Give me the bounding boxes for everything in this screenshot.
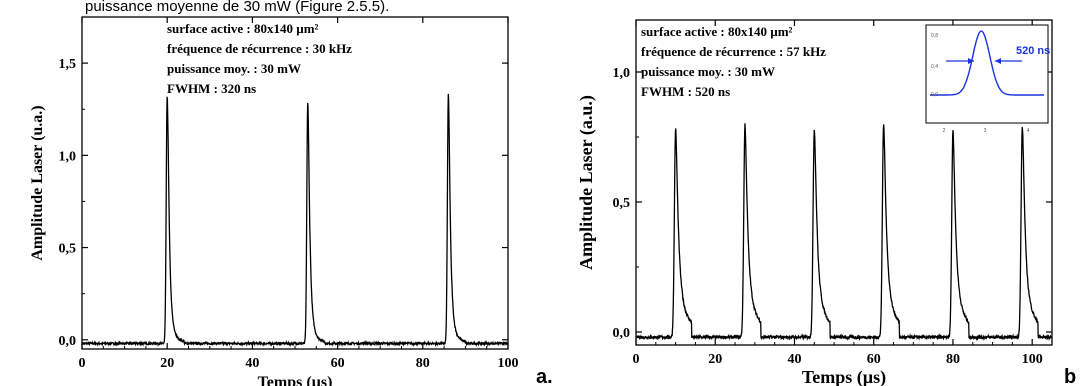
- panel-label: b: [1064, 366, 1076, 386]
- inset-pulse-trace: [930, 30, 1044, 96]
- inset-x-tick-label: 2: [943, 128, 946, 134]
- annotation-line: surface active : 80x140 µm²: [641, 24, 793, 39]
- x-tick-label: 80: [416, 356, 430, 371]
- inset-x-tick-label: 3: [984, 128, 987, 134]
- y-axis-title: Amplitude Laser (a.u.): [576, 95, 597, 270]
- plot-frame: [635, 19, 1053, 346]
- annotation-line: fréquence de récurrence : 57 kHz: [641, 44, 826, 59]
- chart-panel-b: 0 20 40 60 80 100 0,0 0,5 1,0 Temps (µs) Amplitude…: [576, 19, 1076, 386]
- x-tick-label: 0: [633, 352, 640, 367]
- x-tick-label: 60: [331, 356, 345, 371]
- inset-y-tick-label: 0,0: [931, 92, 938, 98]
- y-tick-label: 0,5: [613, 196, 631, 211]
- inset-frame: [925, 24, 1049, 124]
- inset-y-tick-label: 0,4: [931, 64, 938, 70]
- x-tick-label: 40: [787, 352, 801, 367]
- x-tick-label: 80: [946, 352, 960, 367]
- annotation-line: FWHM : 320 ns: [167, 81, 256, 96]
- y-tick-label: 1,0: [613, 66, 631, 81]
- inset-y-tick-label: 0,8: [931, 33, 938, 39]
- annotation-line: FWHM : 520 ns: [641, 84, 730, 99]
- inset-x-tick-label: 4: [1027, 128, 1030, 134]
- annotation-line: surface active : 80x140 µm²: [167, 21, 319, 36]
- chart-panel-a: 0 20 40 60 80 100 0,0 0,5 1,0 1,5 Temps (µs) Amplit…: [29, 16, 553, 386]
- x-tick-label: 0: [79, 356, 86, 371]
- inset-chart: 520 ns 2 3 4 0,0 0,4 0,8: [925, 24, 1050, 134]
- inset-fwhm-label: 520 ns: [1016, 45, 1050, 57]
- inset-right-arrowhead: [995, 58, 1001, 64]
- x-axis-title: Temps (µs): [802, 367, 886, 386]
- y-tick-label: 0,5: [59, 242, 77, 257]
- panel-label: a.: [536, 366, 553, 386]
- annotation-line: puissance moy. : 30 mW: [641, 64, 775, 79]
- y-tick-label: 0,0: [59, 334, 77, 349]
- y-tick-label: 0,0: [613, 326, 631, 341]
- top-caption: puissance moyenne de 30 mW (Figure 2.5.5…: [85, 0, 389, 15]
- y-axis-title: Amplitude Laser (u.a.): [29, 105, 46, 260]
- annotation-line: fréquence de récurrence : 30 kHz: [167, 41, 352, 56]
- x-axis-title: Temps (µs): [258, 374, 333, 386]
- annotation-line: puissance moy. : 30 mW: [167, 61, 301, 76]
- x-tick-label: 100: [498, 356, 519, 371]
- x-tick-label: 40: [245, 356, 259, 371]
- inset-left-arrowhead: [968, 58, 974, 64]
- y-tick-label: 1,0: [59, 149, 77, 164]
- x-tick-label: 60: [867, 352, 881, 367]
- x-tick-label: 20: [160, 356, 174, 371]
- signal-trace: [82, 93, 508, 348]
- signal-trace: [636, 123, 1052, 342]
- y-tick-label: 1,5: [59, 57, 77, 72]
- x-tick-label: 100: [1022, 352, 1043, 367]
- x-tick-label: 20: [708, 352, 722, 367]
